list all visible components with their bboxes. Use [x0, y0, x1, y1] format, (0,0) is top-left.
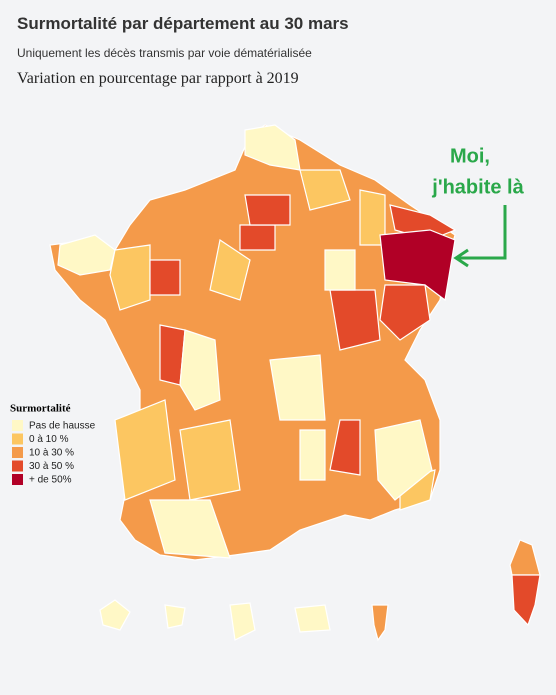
overseas — [229, 602, 256, 641]
legend-title: Surmortalité — [10, 403, 71, 415]
department — [379, 284, 431, 341]
department — [179, 419, 241, 501]
legend-swatch — [12, 447, 23, 458]
department — [57, 234, 116, 276]
department — [269, 354, 326, 421]
department — [149, 499, 231, 559]
arrow — [458, 205, 507, 260]
legend-label: + de 50% — [29, 475, 72, 486]
department — [109, 244, 151, 311]
department — [324, 249, 356, 291]
department — [209, 239, 251, 301]
legend-label: Pas de hausse — [29, 421, 96, 432]
department — [329, 289, 381, 351]
heading: Variation en pourcentage par rapport à 2… — [17, 70, 299, 87]
department — [179, 329, 221, 411]
corsica — [509, 539, 541, 576]
legend-swatch — [12, 460, 23, 472]
overseas — [164, 604, 186, 629]
legend: Pas de hausse 0 à 10 % 10 à 30 % 30 à 50 % +… — [12, 420, 96, 486]
overseas — [294, 604, 331, 633]
annotation-text: j'habite là — [431, 176, 524, 198]
department — [329, 419, 361, 476]
department — [244, 194, 291, 226]
annotation-text: Moi, — [450, 145, 490, 167]
department — [299, 169, 351, 211]
department — [149, 259, 181, 296]
overseas — [99, 599, 131, 631]
corsica — [511, 574, 541, 627]
overseas — [371, 604, 389, 642]
department — [239, 224, 276, 251]
department — [299, 429, 326, 481]
legend-label: 30 à 50 % — [29, 461, 74, 472]
subtitle: Uniquement les décès transmis par voie d… — [17, 46, 312, 60]
legend-swatch — [12, 474, 23, 485]
legend-swatch — [12, 433, 23, 445]
department — [374, 419, 433, 501]
title: Surmortalité par département au 30 mars — [17, 14, 349, 33]
legend-label: 10 à 30 % — [29, 448, 74, 459]
legend-swatch — [12, 420, 23, 431]
annotation: Moi, j'habite là — [431, 145, 525, 268]
france — [49, 124, 457, 561]
department — [379, 229, 456, 302]
legend-label: 0 à 10 % — [29, 434, 69, 445]
arrowhead — [453, 248, 469, 268]
department — [114, 399, 176, 501]
